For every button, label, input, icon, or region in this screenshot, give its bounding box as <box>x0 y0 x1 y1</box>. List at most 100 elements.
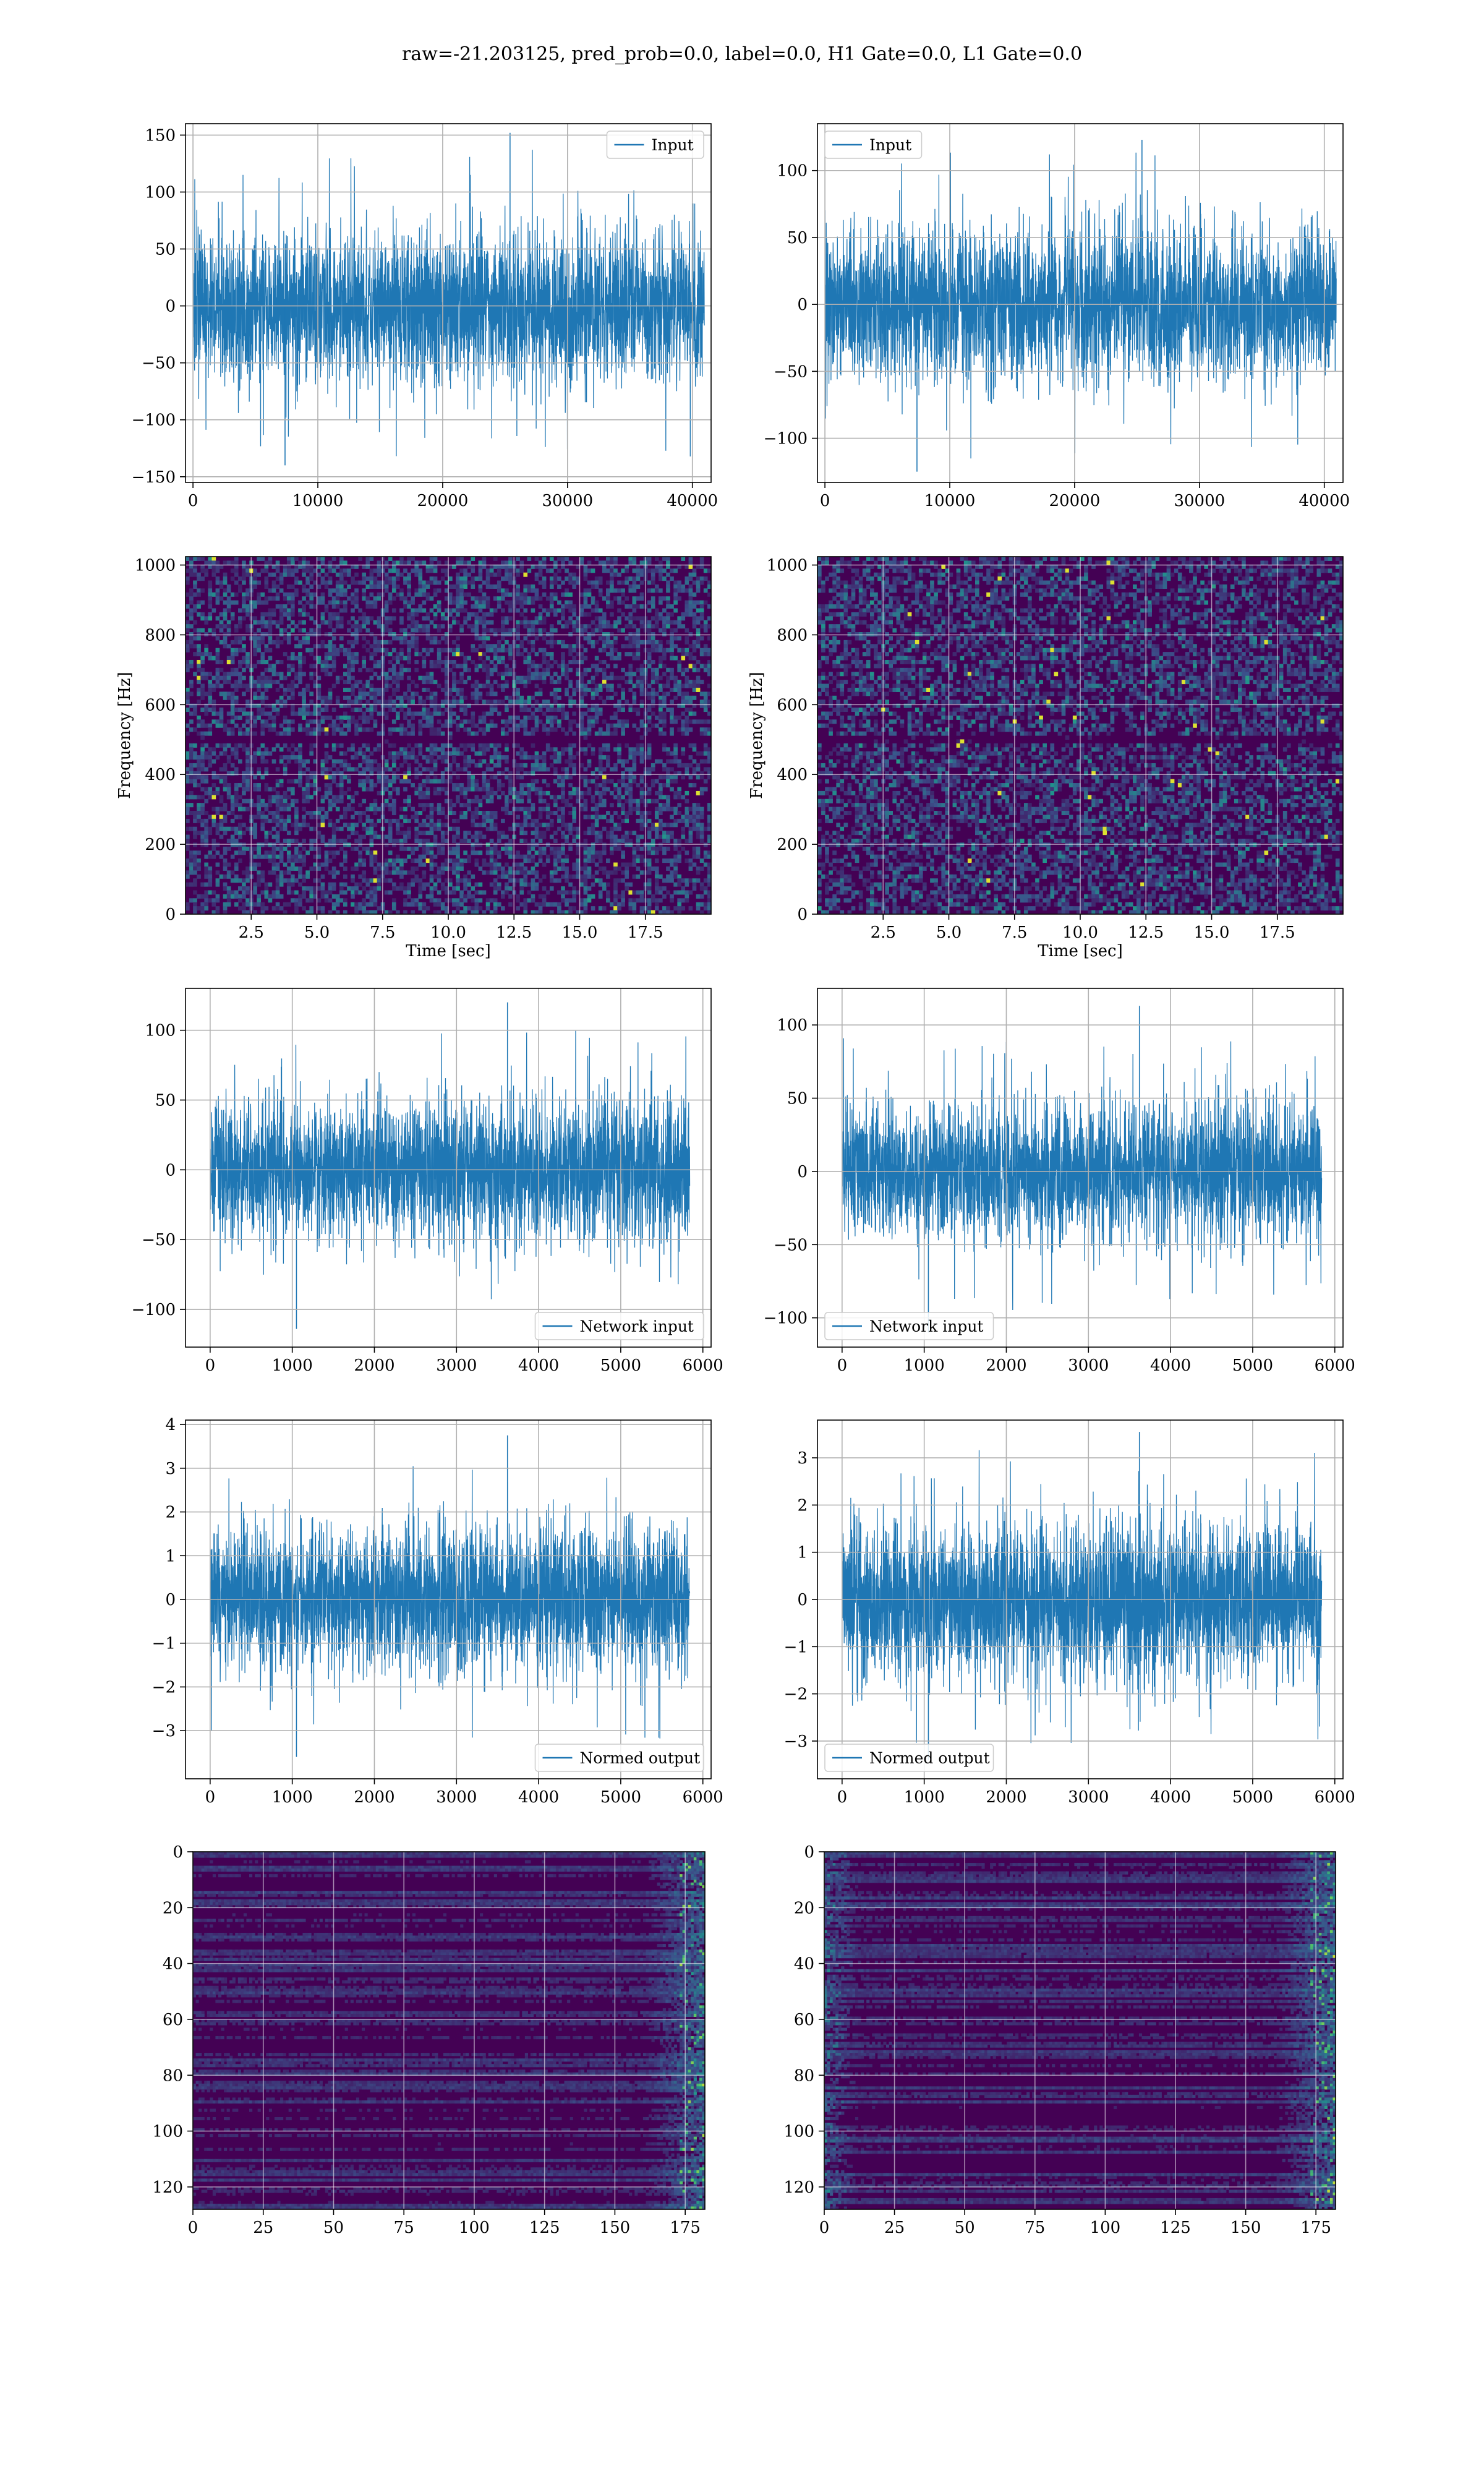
heatmap-cell <box>226 604 231 609</box>
heatmap-cell <box>650 580 655 585</box>
heatmap-cell <box>576 723 581 728</box>
heatmap-cell <box>561 604 565 609</box>
heatmap-cell <box>703 624 708 629</box>
heatmap-cell <box>482 596 487 601</box>
heatmap-cell <box>275 818 280 823</box>
heatmap-cell <box>215 667 220 672</box>
y-tick-label: −150 <box>132 468 176 487</box>
heatmap-cell <box>208 787 213 792</box>
heatmap-cell <box>681 795 686 800</box>
heatmap-cell <box>238 831 242 836</box>
heatmap-cell <box>572 620 577 625</box>
heatmap-cell <box>545 807 550 811</box>
heatmap-cell <box>331 656 336 661</box>
heatmap-cell <box>197 659 201 664</box>
heatmap-cell <box>414 831 419 836</box>
heatmap-cell <box>523 700 528 704</box>
heatmap-cell <box>369 807 374 811</box>
heatmap-cell <box>411 695 415 700</box>
heatmap-cell <box>666 759 670 764</box>
heatmap-cell <box>291 743 295 748</box>
heatmap-cell <box>347 659 351 664</box>
heatmap-cell <box>639 664 644 669</box>
heatmap-cell <box>219 818 224 823</box>
heatmap-cell <box>320 719 325 724</box>
heatmap-cell <box>670 727 674 732</box>
heatmap-cell <box>681 703 686 708</box>
heatmap-cell <box>294 580 299 585</box>
heatmap-cell <box>369 759 374 764</box>
heatmap-cell <box>305 636 310 641</box>
heatmap-cell <box>253 775 257 780</box>
heatmap-cell <box>681 557 686 562</box>
heatmap-cell <box>223 727 228 732</box>
heatmap-cell <box>298 783 302 788</box>
heatmap-cell <box>519 723 524 728</box>
heatmap-cell <box>407 640 411 644</box>
heatmap-cell <box>204 826 209 831</box>
heatmap-cell <box>527 620 532 625</box>
heatmap-cell <box>489 759 494 764</box>
heatmap-cell <box>197 687 201 692</box>
heatmap-cell <box>422 600 427 605</box>
heatmap-cell <box>351 592 355 597</box>
heatmap-cell <box>384 834 389 839</box>
heatmap-cell <box>186 557 190 562</box>
heatmap-cell <box>606 831 610 836</box>
heatmap-cell <box>583 656 588 661</box>
heatmap-cell <box>189 826 194 831</box>
heatmap-cell <box>403 715 407 720</box>
heatmap-cell <box>707 759 711 764</box>
heatmap-cell <box>576 667 581 672</box>
heatmap-cell <box>279 640 284 644</box>
heatmap-cell <box>197 576 201 581</box>
heatmap-cell <box>531 763 535 768</box>
heatmap-cell <box>696 675 701 680</box>
heatmap-cell <box>264 719 269 724</box>
heatmap-cell <box>388 628 393 633</box>
heatmap-cell <box>527 656 532 661</box>
heatmap-cell <box>478 636 483 641</box>
heatmap-cell <box>365 831 370 836</box>
heatmap-cell <box>467 771 472 776</box>
heatmap-cell <box>673 755 678 760</box>
heatmap-cell <box>561 557 565 562</box>
heatmap-cell <box>189 747 194 752</box>
heatmap-cell <box>508 560 513 565</box>
heatmap-cell <box>505 640 509 644</box>
heatmap-cell <box>264 751 269 756</box>
heatmap-cell <box>242 798 246 803</box>
heatmap-cell <box>309 747 314 752</box>
heatmap-cell <box>523 708 528 713</box>
heatmap-cell <box>351 580 355 585</box>
heatmap-cell <box>230 667 235 672</box>
heatmap-cell <box>602 783 607 788</box>
heatmap-cell <box>186 708 190 713</box>
heatmap-cell <box>320 727 325 732</box>
heatmap-cell <box>238 620 242 625</box>
heatmap-cell <box>545 803 550 808</box>
heatmap-cell <box>391 719 396 724</box>
heatmap-cell <box>245 719 250 724</box>
heatmap-cell <box>186 592 190 597</box>
heatmap-cell <box>226 624 231 629</box>
heatmap-cell <box>696 803 701 808</box>
heatmap-cell <box>565 823 569 828</box>
heatmap-cell <box>534 818 539 823</box>
heatmap-cell <box>286 568 291 573</box>
heatmap-cell <box>208 687 213 692</box>
heatmap-cell <box>659 787 663 792</box>
heatmap-cell <box>230 703 235 708</box>
heatmap-cell <box>628 795 633 800</box>
heatmap-cell <box>553 672 558 677</box>
heatmap-cell <box>444 751 449 756</box>
heatmap-cell <box>320 640 325 644</box>
heatmap-cell <box>335 715 340 720</box>
heatmap-cell <box>365 755 370 760</box>
heatmap-cell <box>508 557 513 562</box>
heatmap-cell <box>339 580 344 585</box>
heatmap-cell <box>670 751 674 756</box>
heatmap-cell <box>684 691 689 696</box>
heatmap-cell <box>294 592 299 597</box>
heatmap-cell <box>659 560 663 565</box>
